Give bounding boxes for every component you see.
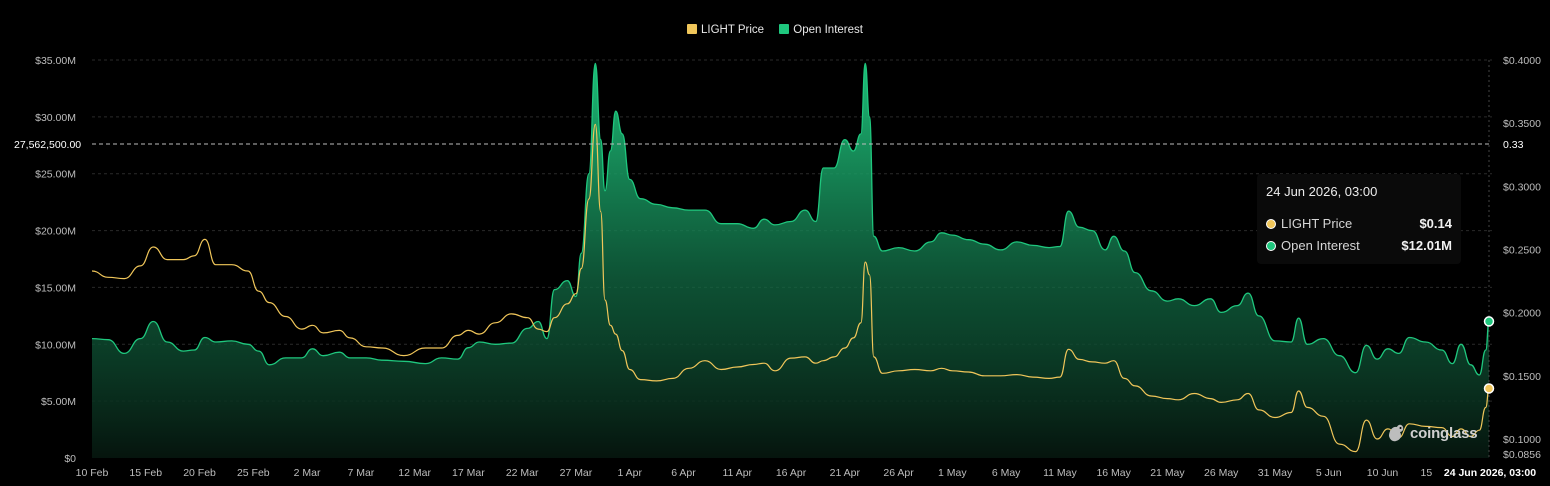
legend-label-price: LIGHT Price [701, 24, 765, 36]
watermark-text: coinglass [1410, 425, 1478, 442]
x-tick-label: 15 Feb [129, 467, 162, 479]
x-tick-label: 12 Mar [398, 467, 431, 479]
y-left-tick-label: $30.00M [35, 112, 76, 124]
y-right-tick-label: $0.3500 [1503, 118, 1541, 130]
x-tick-label: 16 Apr [776, 467, 807, 479]
x-tick-label: 17 Mar [452, 467, 485, 479]
legend-label-oi: Open Interest [793, 24, 863, 36]
chart-tooltip: 24 Jun 2026, 03:00 LIGHT Price $0.14 Ope… [1257, 174, 1461, 264]
y-right-tick-label: $0.1500 [1503, 371, 1541, 383]
end-markers [1483, 60, 1495, 458]
x-tick-label: 5 Jun [1316, 467, 1342, 479]
x-tick-label: 26 May [1204, 467, 1239, 479]
x-tick-label: 7 Mar [347, 467, 374, 479]
y-right-tick-label: $0.0856 [1503, 449, 1541, 461]
legend-swatch-oi [779, 24, 790, 34]
y-right-tick-label: $0.3000 [1503, 181, 1541, 193]
y-left-tick-label: $20.00M [35, 226, 76, 238]
y-left-tick-label: $15.00M [35, 282, 76, 294]
x-last-label-bg [1432, 464, 1550, 480]
x-tick-label: 6 May [992, 467, 1021, 479]
legend-swatch-price [687, 24, 698, 34]
x-tick-label: 26 Apr [883, 467, 914, 479]
y-right-tick-label: $0.2500 [1503, 245, 1541, 257]
chart-legend: LIGHT Price Open Interest [0, 24, 1550, 36]
open-interest-area [92, 63, 1489, 458]
open-interest-end-marker [1483, 316, 1495, 327]
y-left-tick-label: $0 [64, 453, 76, 465]
light-price-end-marker [1483, 383, 1495, 394]
tooltip-oi-dot [1266, 241, 1276, 251]
crosshair-right-label: 0.33 [1503, 139, 1524, 151]
y-right-tick-label: $0.4000 [1503, 55, 1541, 67]
legend-item-light-price[interactable]: LIGHT Price [687, 24, 764, 36]
x-tick-label: 6 Apr [671, 467, 696, 479]
tooltip-row-oi: Open Interest $12.01M [1266, 238, 1452, 256]
axes: $0 $5.00M $10.00M $15.00M $20.00M $25.00M $30.… [35, 55, 1550, 480]
open-interest-line [91, 62, 1490, 376]
x-tick-label: 21 Apr [830, 467, 861, 479]
y-left-tick-label: $35.00M [35, 55, 76, 67]
y-right-tick-label: $0.2000 [1503, 308, 1541, 320]
x-tick-label: 21 May [1150, 467, 1185, 479]
tooltip-oi-value: $12.01M [1401, 238, 1452, 253]
light-price-series [91, 123, 1490, 453]
tooltip-price-dot [1266, 219, 1276, 229]
x-tick-label: 27 Mar [560, 467, 593, 479]
x-tick-label: 1 Apr [617, 467, 642, 479]
x-tick-label: 25 Feb [237, 467, 270, 479]
x-tick-label: 10 Feb [76, 467, 109, 479]
x-tick-label: 10 Jun [1367, 467, 1399, 479]
tooltip-price-label: LIGHT Price [1281, 216, 1353, 231]
x-tick-label: 11 Apr [722, 467, 752, 479]
x-tick-label: 20 Feb [183, 467, 216, 479]
x-tick-label: 22 Mar [506, 467, 539, 479]
tooltip-row-price: LIGHT Price $0.14 [1266, 216, 1452, 234]
x-tick-label: 2 Mar [294, 467, 321, 479]
crosshair: 27,562,500.00 0.33 [8, 137, 1524, 152]
light-price-line [91, 123, 1490, 453]
coinglass-watermark: coinglass [1383, 420, 1493, 448]
x-tick-label: 16 May [1096, 467, 1131, 479]
y-left-tick-label: $25.00M [35, 169, 76, 181]
y-left-tick-label: $5.00M [41, 396, 76, 408]
coinglass-logo-icon [1389, 424, 1404, 442]
tooltip-price-value: $0.14 [1419, 216, 1452, 231]
y-left-tick-label: $10.00M [35, 339, 76, 351]
x-last-tick-label: 24 Jun 2026, 03:00 [1444, 467, 1536, 479]
legend-item-open-interest[interactable]: Open Interest [779, 24, 863, 36]
x-tick-label: 1 May [938, 467, 967, 479]
x-tick-label: 11 May [1043, 467, 1077, 479]
y-right-tick-label: $0.1000 [1503, 434, 1541, 446]
tooltip-oi-label: Open Interest [1281, 238, 1360, 253]
tooltip-title: 24 Jun 2026, 03:00 [1266, 184, 1378, 199]
crosshair-left-label: 27,562,500.00 [14, 139, 81, 151]
open-interest-series [91, 62, 1490, 458]
x-tick-label: 31 May [1258, 467, 1293, 479]
